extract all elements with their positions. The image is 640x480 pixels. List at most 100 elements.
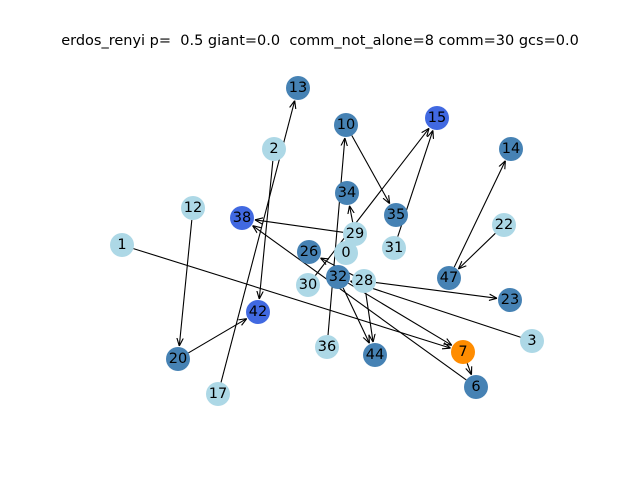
node-circle xyxy=(437,266,461,290)
node-34: 34 xyxy=(335,181,359,205)
node-10: 10 xyxy=(334,113,358,137)
edge-28-44 xyxy=(365,292,373,342)
edge-10-35 xyxy=(351,135,390,203)
graph-title: erdos_renyi p= 0.5 giant=0.0 comm_not_al… xyxy=(61,33,579,49)
node-3: 3 xyxy=(520,329,544,353)
node-circle xyxy=(334,241,358,265)
edge-6-38 xyxy=(253,226,467,381)
node-circle xyxy=(296,273,320,297)
node-17: 17 xyxy=(206,382,230,406)
node-circle xyxy=(206,382,230,406)
node-label: 47 xyxy=(440,270,458,286)
node-circle xyxy=(262,137,286,161)
node-label: 36 xyxy=(318,339,336,355)
node-circle xyxy=(315,335,339,359)
node-circle xyxy=(181,196,205,220)
node-circle xyxy=(363,343,387,367)
node-circle xyxy=(246,300,270,324)
node-20: 20 xyxy=(166,347,190,371)
node-label: 22 xyxy=(495,217,513,233)
node-label: 10 xyxy=(337,117,355,133)
node-31: 31 xyxy=(382,236,406,260)
node-0: 0 xyxy=(334,241,358,265)
node-12: 12 xyxy=(181,196,205,220)
node-label: 14 xyxy=(502,141,520,157)
node-label: 38 xyxy=(233,210,251,226)
node-label: 28 xyxy=(355,273,373,289)
node-circle xyxy=(464,375,488,399)
node-36: 36 xyxy=(315,335,339,359)
node-circle xyxy=(334,113,358,137)
node-circle xyxy=(297,240,321,264)
node-15: 15 xyxy=(425,106,449,130)
edge-3-32 xyxy=(350,281,521,338)
node-label: 15 xyxy=(428,110,446,126)
node-22: 22 xyxy=(492,213,516,237)
node-circle xyxy=(425,106,449,130)
node-label: 26 xyxy=(300,244,318,260)
node-label: 20 xyxy=(169,351,187,367)
node-circle xyxy=(520,329,544,353)
node-label: 35 xyxy=(387,207,405,223)
edge-32-44 xyxy=(342,287,369,343)
node-28: 28 xyxy=(352,269,376,293)
node-30: 30 xyxy=(296,273,320,297)
node-35: 35 xyxy=(384,203,408,227)
node-label: 31 xyxy=(385,240,403,256)
node-label: 17 xyxy=(209,386,227,402)
node-44: 44 xyxy=(363,343,387,367)
edge-47-14 xyxy=(453,161,505,268)
edge-12-20 xyxy=(179,219,193,346)
node-38: 38 xyxy=(230,206,254,230)
node-26: 26 xyxy=(297,240,321,264)
node-32: 32 xyxy=(326,265,350,289)
node-label: 13 xyxy=(289,80,307,96)
node-14: 14 xyxy=(499,137,523,161)
node-circle xyxy=(498,288,522,312)
node-label: 0 xyxy=(341,245,350,261)
edge-36-10 xyxy=(327,138,345,336)
edge-29-34 xyxy=(349,206,352,223)
edge-2-42 xyxy=(259,160,274,299)
edge-1-7 xyxy=(133,248,450,349)
node-circle xyxy=(492,213,516,237)
node-circle xyxy=(230,206,254,230)
node-circle xyxy=(166,347,190,371)
node-29: 29 xyxy=(343,222,367,246)
edge-28-23 xyxy=(375,282,497,299)
node-47: 47 xyxy=(437,266,461,290)
edge-30-15 xyxy=(314,128,429,276)
edge-29-38 xyxy=(255,220,344,233)
node-circle xyxy=(326,265,350,289)
edge-20-42 xyxy=(188,319,246,354)
node-label: 2 xyxy=(269,141,278,157)
edge-32-7 xyxy=(348,282,452,345)
node-circle xyxy=(382,236,406,260)
node-label: 32 xyxy=(329,269,347,285)
nodes-layer: 13 2 10 15 14 34 12 38 35 29 22 1 26 0 31 47 32 28 30 23 42 3… xyxy=(110,76,544,406)
node-6: 6 xyxy=(464,375,488,399)
node-label: 23 xyxy=(501,292,519,308)
node-circle xyxy=(384,203,408,227)
node-circle xyxy=(343,222,367,246)
node-label: 30 xyxy=(299,277,317,293)
node-label: 3 xyxy=(527,333,536,349)
node-label: 12 xyxy=(184,200,202,216)
edge-22-47 xyxy=(458,232,496,269)
node-label: 34 xyxy=(338,185,356,201)
edge-7-6 xyxy=(467,363,471,375)
node-42: 42 xyxy=(246,300,270,324)
node-circle xyxy=(352,269,376,293)
node-circle xyxy=(110,233,134,257)
node-label: 6 xyxy=(471,379,480,395)
node-label: 42 xyxy=(249,304,267,320)
node-7: 7 xyxy=(451,340,475,364)
node-circle xyxy=(499,137,523,161)
node-circle xyxy=(451,340,475,364)
node-label: 29 xyxy=(346,226,364,242)
node-circle xyxy=(286,76,310,100)
node-13: 13 xyxy=(286,76,310,100)
node-label: 7 xyxy=(458,344,467,360)
node-circle xyxy=(335,181,359,205)
